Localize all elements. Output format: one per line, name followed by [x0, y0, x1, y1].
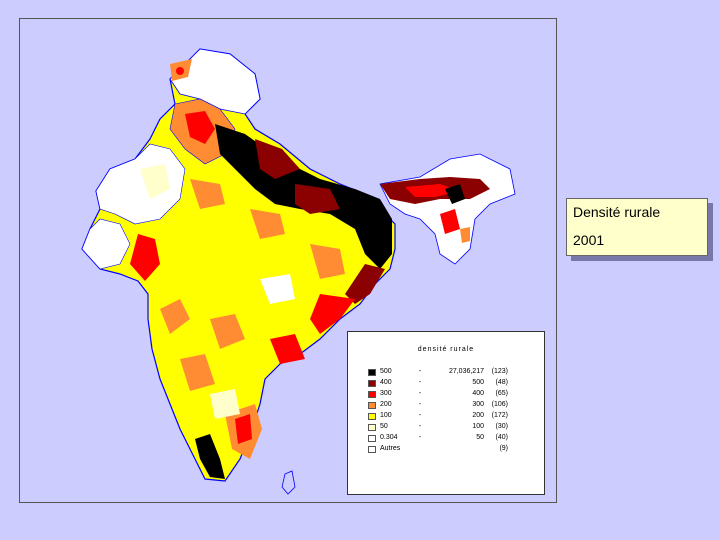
legend-title: densité rurale: [417, 346, 475, 353]
legend-swatch: [368, 446, 376, 453]
legend-dash: -: [418, 390, 422, 397]
legend-count: (48): [495, 379, 508, 386]
legend-swatch: [368, 435, 376, 442]
legend-count: (172): [491, 412, 508, 419]
map-title: Densité rurale: [573, 204, 661, 220]
region-rajasthan: [95, 143, 186, 225]
legend-dash: -: [418, 368, 422, 375]
legend-row: Autres (9): [366, 445, 536, 456]
legend-high: 300: [472, 401, 484, 408]
legend-row: 300 - 400 (65): [366, 390, 536, 401]
legend-low: 50: [380, 423, 388, 430]
legend-high: 50: [476, 434, 484, 441]
region-north-white: [169, 48, 261, 115]
region-northeast: [379, 153, 516, 265]
legend-row: 0.304 - 50 (40): [366, 434, 536, 445]
legend-count: (9): [499, 445, 508, 452]
map-title-box: Densité rurale 2001: [566, 198, 708, 256]
legend-count: (123): [491, 368, 508, 375]
legend-dash: -: [418, 379, 422, 386]
map-frame: [19, 18, 557, 503]
map-legend: densité rurale 500-27,036,217 (123) 400-50…: [347, 331, 545, 495]
legend-row: 500 - 27,036,217 (123): [366, 368, 536, 379]
legend-low: 300: [380, 390, 392, 397]
legend-low: 400: [380, 379, 392, 386]
legend-high: 500: [472, 379, 484, 386]
legend-dash: -: [418, 423, 422, 430]
map-year: 2001: [573, 232, 605, 248]
legend-swatch: [368, 391, 376, 398]
legend-high: 100: [472, 423, 484, 430]
legend-row: 200 - 300 (106): [366, 401, 536, 412]
legend-swatch: [368, 369, 376, 376]
legend-low: 100: [380, 412, 392, 419]
legend-swatch: [368, 380, 376, 387]
legend-swatch: [368, 402, 376, 409]
legend-high: 27,036,217: [448, 368, 484, 375]
india-density-map: [81, 48, 516, 495]
legend-swatch: [368, 413, 376, 420]
legend-swatch: [368, 424, 376, 431]
legend-high: 400: [472, 390, 484, 397]
legend-row: 50 - 100 (30): [366, 423, 536, 434]
legend-low: 500: [380, 368, 392, 375]
legend-low: Autres: [380, 445, 401, 452]
sri-lanka: [281, 470, 296, 495]
region-kerala: [195, 434, 225, 479]
legend-high: 200: [472, 412, 484, 419]
legend-count: (106): [491, 401, 508, 408]
legend-low: 0.304: [380, 434, 398, 441]
legend-low: 200: [380, 401, 392, 408]
legend-count: (30): [495, 423, 508, 430]
legend-count: (40): [495, 434, 508, 441]
legend-dash: -: [418, 412, 422, 419]
legend-count: (65): [495, 390, 508, 397]
legend-dash: -: [418, 434, 422, 441]
legend-row: 100 - 200 (172): [366, 412, 536, 423]
legend-dash: -: [418, 401, 422, 408]
legend-row: 400 - 500 (48): [366, 379, 536, 390]
